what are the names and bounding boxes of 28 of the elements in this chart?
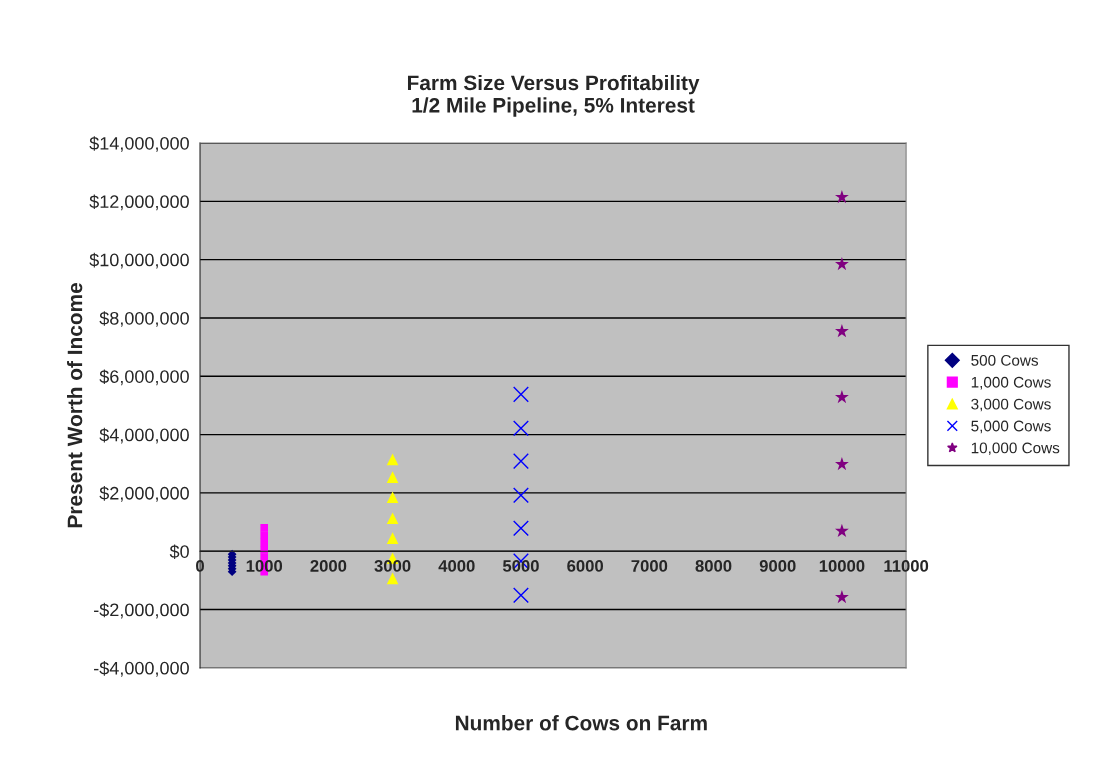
y-tick-label: $12,000,000	[89, 194, 189, 211]
legend-label: 10,000 Cows	[971, 442, 1060, 456]
legend-label: 500 Cows	[971, 354, 1039, 366]
x-tick-label: 7000	[631, 560, 668, 572]
x-tick-label: 6000	[567, 560, 604, 572]
y-tick-label: -$2,000,000	[94, 602, 189, 619]
y-tick-label: $6,000,000	[99, 369, 189, 386]
x-tick-label: 5000	[502, 560, 539, 572]
legend-label: 5,000 Cows	[971, 420, 1051, 434]
y-tick-label: $2,000,000	[99, 486, 189, 502]
legend-label: 1,000 Cows	[971, 376, 1051, 390]
y-tick-label: $10,000,000	[89, 252, 189, 269]
x-tick-label: 2000	[310, 560, 347, 572]
y-tick-label: $0	[169, 544, 189, 560]
x-tick-label: 4000	[438, 560, 475, 572]
y-tick-label: -$4,000,000	[94, 661, 189, 677]
chart-title: Farm Size Versus Profitability 1/2 Mile Pipeline, 5% Interest	[407, 74, 700, 117]
y-axis-title: Present Worth of Income	[67, 283, 83, 528]
y-tick-label: $8,000,000	[99, 311, 189, 327]
x-tick-label: 3000	[374, 560, 411, 572]
x-tick-label: 8000	[695, 560, 732, 572]
legend-label: 3,000 Cows	[971, 398, 1051, 412]
y-tick-label: $14,000,000	[89, 136, 189, 152]
y-tick-label: $4,000,000	[99, 427, 189, 444]
x-tick-label: 9000	[759, 560, 796, 572]
x-tick-label: 10000	[819, 560, 865, 572]
x-axis-title: Number of Cows on Farm	[455, 715, 707, 731]
x-tick-label: 11000	[884, 560, 929, 572]
